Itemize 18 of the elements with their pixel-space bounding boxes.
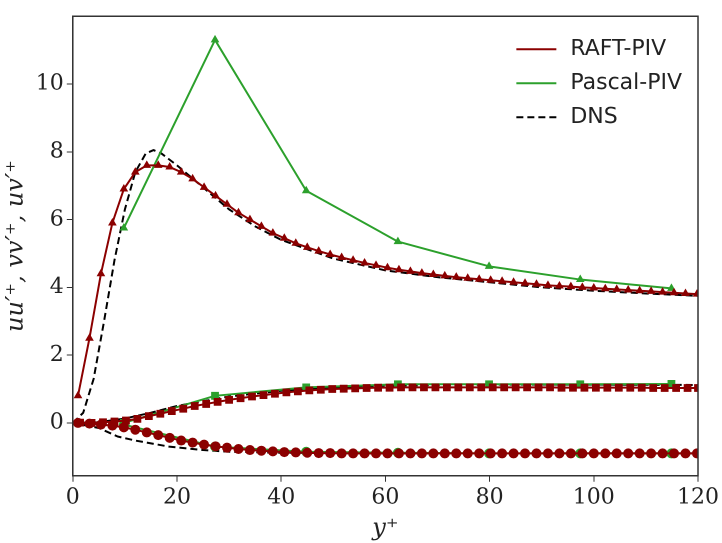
y-axis-title: uu′⁺, vv′⁺, uv′⁺: [0, 160, 29, 332]
x-tick-label: 40: [267, 484, 296, 510]
x-tick-label: 100: [572, 484, 615, 510]
x-tick-label: 80: [476, 484, 504, 510]
y-tick-label: 10: [36, 70, 64, 96]
legend-label: RAFT-PIV: [570, 36, 666, 61]
x-tick-label: 120: [677, 484, 720, 510]
legend-label: Pascal-PIV: [570, 70, 682, 95]
y-tick-label: 4: [50, 274, 64, 300]
legend-label: DNS: [570, 104, 618, 129]
y-tick-label: 0: [50, 410, 64, 435]
y-tick-label: 6: [50, 206, 64, 232]
y-tick-label: 8: [50, 138, 64, 164]
x-axis-title: y⁺: [371, 512, 399, 541]
x-tick-label: 60: [371, 484, 400, 510]
x-tick-label: 20: [162, 484, 191, 510]
y-tick-label: 2: [50, 342, 64, 367]
x-tick-label: 0: [66, 484, 80, 510]
